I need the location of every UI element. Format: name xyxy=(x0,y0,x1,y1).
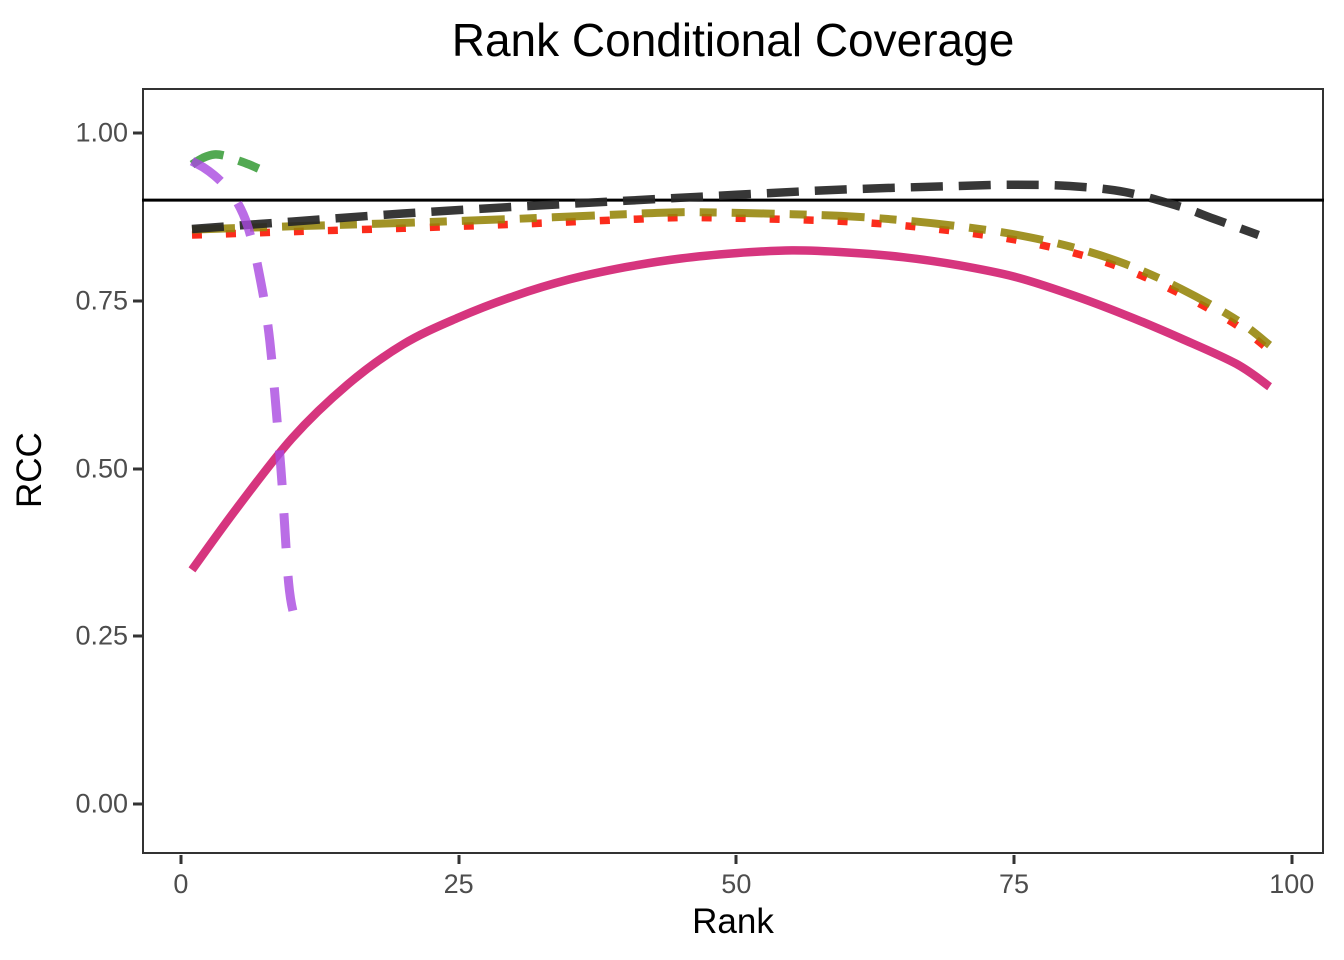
x-axis-title: Rank xyxy=(692,902,774,941)
y-tick-label: 0.25 xyxy=(75,620,128,651)
x-tick-label: 0 xyxy=(173,869,189,899)
plot-panel xyxy=(142,88,1324,854)
chart-title: Rank Conditional Coverage xyxy=(451,14,1015,66)
y-tick-mark xyxy=(133,131,142,135)
y-axis-title: RCC xyxy=(10,432,49,508)
y-tick-mark xyxy=(133,634,142,638)
x-tick-mark xyxy=(457,855,461,864)
x-tick-mark xyxy=(734,855,738,864)
x-tick-label: 25 xyxy=(443,869,474,899)
y-tick-label: 0.75 xyxy=(75,285,128,316)
x-tick-label: 100 xyxy=(1269,869,1315,899)
x-tick-mark xyxy=(1012,855,1016,864)
y-tick-label: 0.50 xyxy=(75,453,128,484)
x-tick-mark xyxy=(179,855,183,864)
x-tick-label: 50 xyxy=(721,869,752,899)
y-tick-mark xyxy=(133,802,142,806)
y-tick-mark xyxy=(133,467,142,471)
y-tick-mark xyxy=(133,299,142,303)
x-tick-mark xyxy=(1290,855,1294,864)
y-tick-label: 0.00 xyxy=(75,788,128,819)
x-tick-label: 75 xyxy=(999,869,1030,899)
y-tick-label: 1.00 xyxy=(75,117,128,148)
